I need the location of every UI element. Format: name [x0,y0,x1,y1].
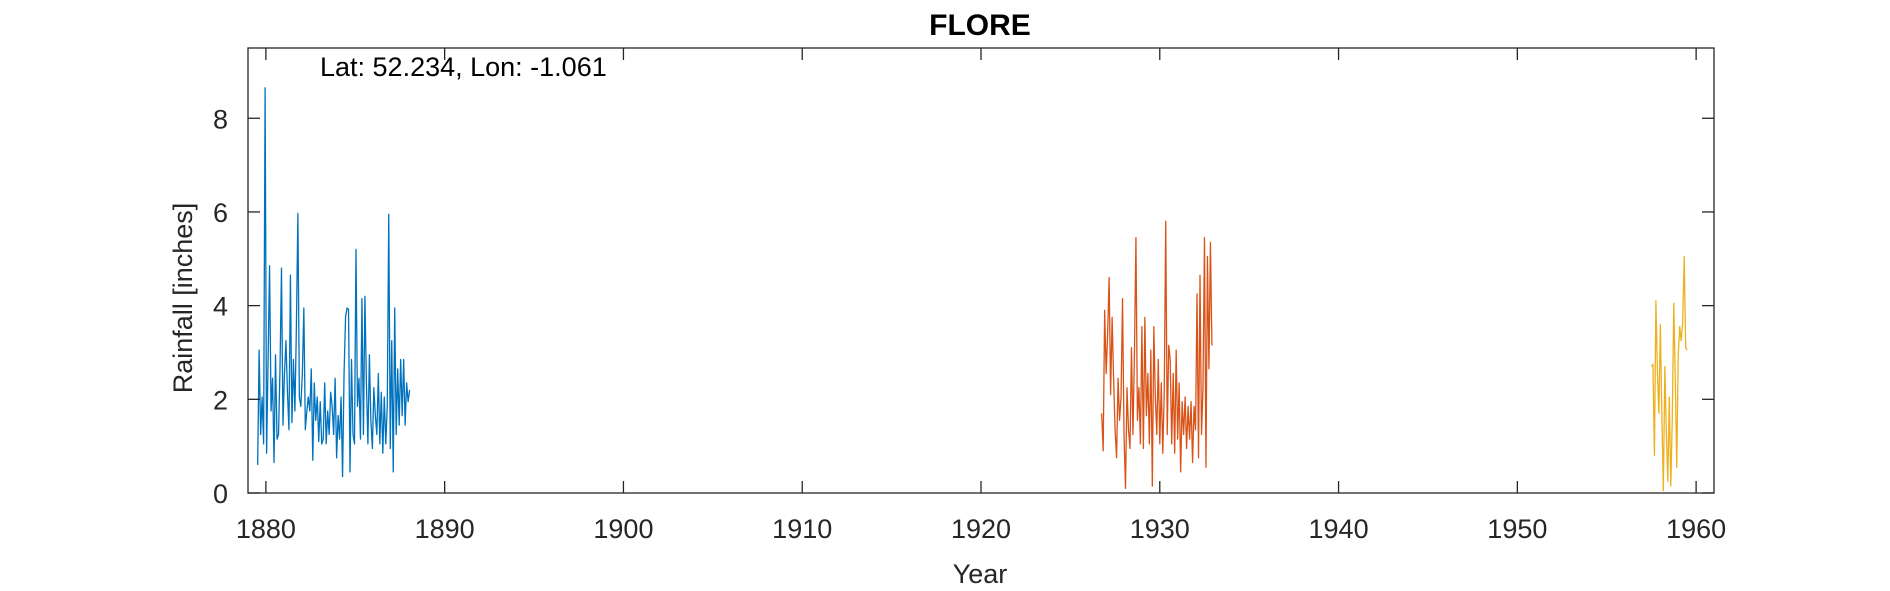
y-tick-label: 2 [213,385,228,415]
y-tick-label: 6 [213,198,228,228]
x-tick-label: 1900 [593,514,653,544]
y-tick-label: 4 [213,292,228,322]
series-line-2 [1101,220,1213,489]
x-axis-label: Year [953,559,1008,589]
x-tick-label: 1890 [415,514,475,544]
x-tick-label: 1940 [1309,514,1369,544]
x-tick-label: 1950 [1487,514,1547,544]
series-line-1 [257,87,411,478]
chart-title: FLORE [929,9,1031,42]
x-tick-label: 1920 [951,514,1011,544]
y-axis-label: Rainfall [inches] [168,203,198,394]
plot-lines [257,87,1688,492]
x-tick-label: 1960 [1666,514,1726,544]
x-tick-label: 1930 [1130,514,1190,544]
x-tick-label: 1880 [236,514,296,544]
x-tick-label: 1910 [772,514,832,544]
y-axis-ticks: 0 2 4 6 8 [213,104,1714,509]
x-axis-ticks: 1880 1890 1900 1910 1920 1930 1940 1950 1960 [236,48,1726,544]
location-annotation: Lat: 52.234, Lon: -1.061 [320,52,607,82]
y-tick-label: 8 [213,104,228,134]
axes-box [247,47,1715,494]
series-line-3 [1650,255,1688,492]
y-tick-label: 0 [213,479,228,509]
